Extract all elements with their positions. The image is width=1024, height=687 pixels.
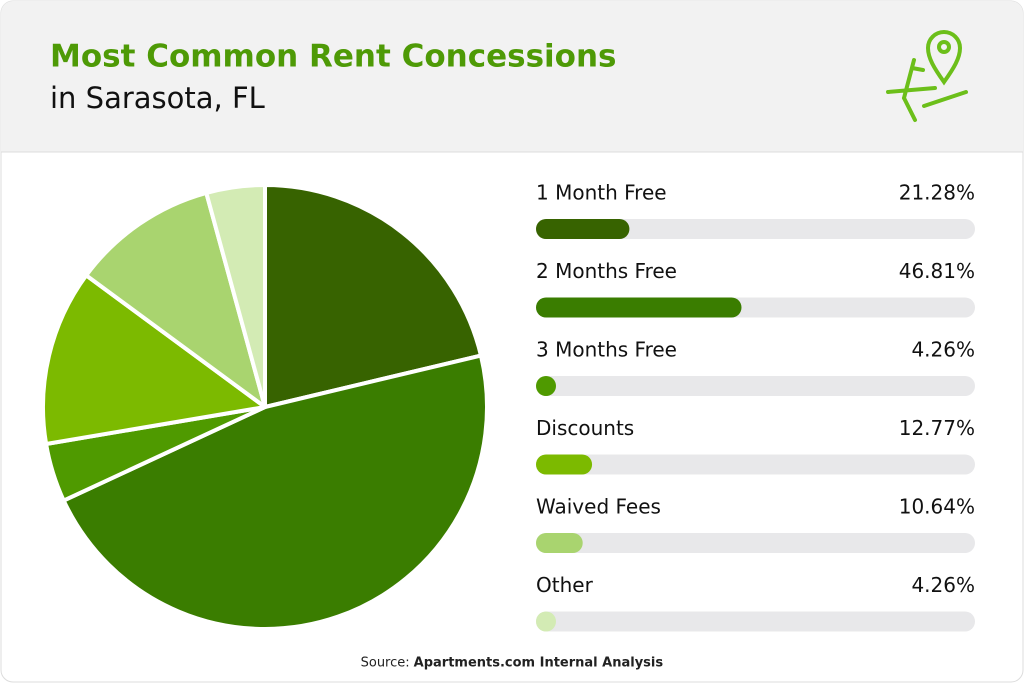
- bar-track: [536, 454, 975, 475]
- category-label: 1 Month Free: [536, 181, 667, 205]
- category-label: 3 Months Free: [536, 338, 677, 362]
- value-label: 21.28%: [899, 181, 975, 205]
- value-label: 12.77%: [899, 416, 975, 440]
- category-label: Other: [536, 573, 594, 597]
- header-band: [1, 1, 1023, 152]
- category-label: Discounts: [536, 416, 634, 440]
- pie-slice: [61, 353, 489, 631]
- bar: [536, 376, 556, 396]
- map-icon: [886, 30, 968, 122]
- source: Apartments.com Internal Analysis: [414, 656, 664, 671]
- value-label: 4.26%: [911, 573, 975, 597]
- bar-track: [536, 219, 975, 239]
- pie-slice: [41, 273, 267, 446]
- chart-subtitle: in Sarasota, FL: [50, 81, 265, 115]
- value-label: 4.26%: [911, 338, 975, 362]
- bar-track: [536, 533, 975, 553]
- bar: [536, 454, 593, 475]
- bar: [536, 297, 742, 318]
- chart-title: Most Common Rent Concessions: [50, 39, 616, 75]
- bar: [536, 611, 556, 632]
- pie-slice: [263, 183, 483, 409]
- value-label: 10.64%: [899, 495, 975, 519]
- bar-track: [536, 611, 975, 632]
- pie-slice: [204, 183, 267, 409]
- bar: [536, 219, 630, 239]
- value-label: 46.81%: [899, 259, 975, 283]
- bar-track: [536, 376, 975, 396]
- category-label: 2 Months Free: [536, 259, 677, 283]
- source-label: Source:: [361, 656, 410, 671]
- bar: [536, 533, 583, 553]
- category-label: Waived Fees: [536, 495, 661, 519]
